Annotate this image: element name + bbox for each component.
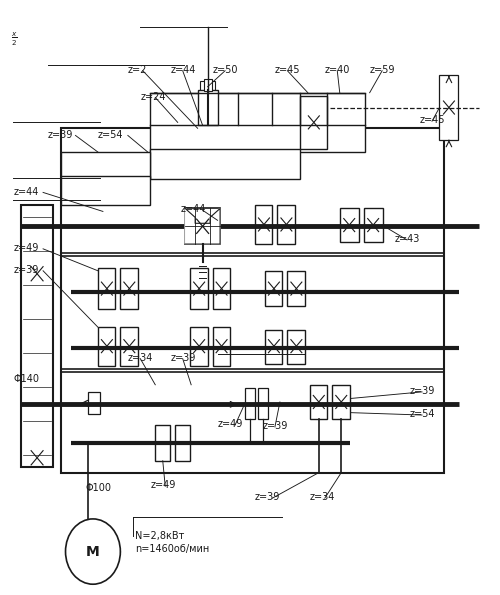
Text: z=39: z=39 <box>13 265 38 275</box>
Text: z=44: z=44 <box>170 65 196 75</box>
Bar <box>20 205 53 466</box>
Text: z=49: z=49 <box>218 419 243 429</box>
Bar <box>288 330 305 364</box>
Bar <box>60 369 444 472</box>
Bar <box>190 327 208 366</box>
Bar <box>255 205 272 244</box>
Text: z=39: z=39 <box>48 130 74 140</box>
Text: z=49: z=49 <box>13 243 38 253</box>
Text: N=2,8кВт
n=1460об/мин: N=2,8кВт n=1460об/мин <box>136 531 210 554</box>
Text: $\frac{x}{2}$: $\frac{x}{2}$ <box>10 31 18 48</box>
Text: M: M <box>86 544 100 559</box>
Bar <box>310 385 328 419</box>
Text: z=50: z=50 <box>212 65 238 75</box>
Text: z=54: z=54 <box>410 409 435 419</box>
Text: z=34: z=34 <box>310 492 335 502</box>
Bar <box>245 388 255 419</box>
Text: z=49: z=49 <box>150 480 176 490</box>
Bar <box>185 208 220 244</box>
Text: z=2: z=2 <box>128 65 147 75</box>
Bar <box>204 79 212 91</box>
Bar <box>88 392 101 415</box>
Bar <box>60 129 444 256</box>
Text: z=44: z=44 <box>180 205 206 214</box>
Bar <box>60 253 444 372</box>
Polygon shape <box>185 208 220 244</box>
Text: z=54: z=54 <box>98 130 124 140</box>
Text: z=39: z=39 <box>262 421 288 431</box>
Bar <box>440 75 458 140</box>
Text: Φ100: Φ100 <box>86 483 112 493</box>
Text: z=43: z=43 <box>394 234 420 244</box>
Bar <box>288 271 305 306</box>
Circle shape <box>66 519 120 584</box>
Bar <box>300 96 328 149</box>
Bar <box>364 208 382 242</box>
Text: z=44: z=44 <box>13 187 38 196</box>
Bar <box>120 268 138 309</box>
Bar <box>60 176 150 205</box>
Bar <box>198 90 218 126</box>
Text: z=39: z=39 <box>255 492 280 502</box>
Bar <box>120 327 138 366</box>
Bar <box>60 129 444 472</box>
Bar <box>175 425 190 461</box>
Bar <box>98 327 116 366</box>
Text: z=39: z=39 <box>410 386 435 396</box>
Text: z=24: z=24 <box>140 92 166 102</box>
Text: z=39: z=39 <box>170 353 196 363</box>
Text: z=45: z=45 <box>420 115 445 126</box>
Bar <box>332 385 349 419</box>
Bar <box>98 268 116 309</box>
Text: z=45: z=45 <box>275 65 300 75</box>
Bar <box>265 330 282 364</box>
Bar <box>150 93 364 152</box>
Bar <box>258 388 268 419</box>
Bar <box>212 268 230 309</box>
Bar <box>265 271 282 306</box>
Bar <box>212 327 230 366</box>
Text: z=34: z=34 <box>128 353 153 363</box>
Text: z=40: z=40 <box>325 65 350 75</box>
Bar <box>60 152 150 178</box>
Bar <box>156 425 170 461</box>
Text: Φ140: Φ140 <box>13 374 39 384</box>
Bar <box>190 268 208 309</box>
Bar <box>340 208 358 242</box>
Bar <box>150 149 300 178</box>
Bar <box>200 81 215 96</box>
Text: z=59: z=59 <box>370 65 395 75</box>
Bar <box>278 205 295 244</box>
